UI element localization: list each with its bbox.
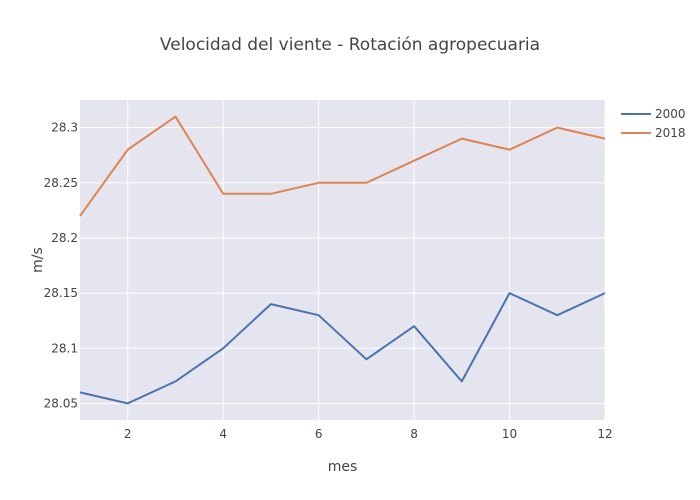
series-line-2018 xyxy=(79,115,606,217)
x-axis-title: mes xyxy=(328,459,358,475)
gridlines xyxy=(80,100,606,420)
y-tick-label: 28.05 xyxy=(44,396,78,410)
legend-item-2000[interactable]: 2000 xyxy=(621,107,686,121)
x-axis-ticks: 2 4 6 8 10 12 xyxy=(124,427,613,441)
y-tick-label: 28.15 xyxy=(44,286,78,300)
x-tick-label: 4 xyxy=(219,427,227,441)
x-tick-label: 6 xyxy=(315,427,323,441)
x-tick-label: 2 xyxy=(124,427,132,441)
series-line-2000 xyxy=(79,292,606,405)
y-axis-ticks: 28.05 28.1 28.15 28.2 28.25 28.3 xyxy=(44,121,78,411)
chart-title: Velocidad del viente - Rotación agropecu… xyxy=(160,35,540,55)
y-tick-label: 28.2 xyxy=(51,231,78,245)
y-tick-label: 28.25 xyxy=(44,176,78,190)
x-tick-label: 12 xyxy=(597,427,612,441)
y-tick-label: 28.1 xyxy=(51,341,78,355)
plot-area xyxy=(80,100,605,420)
series-lines xyxy=(79,115,606,405)
x-tick-label: 8 xyxy=(410,427,418,441)
y-tick-label: 28.3 xyxy=(51,121,78,135)
legend-item-2018[interactable]: 2018 xyxy=(621,126,686,140)
y-axis-title: m/s xyxy=(30,247,46,273)
legend[interactable]: 2000 2018 xyxy=(621,107,686,140)
x-tick-label: 10 xyxy=(502,427,517,441)
legend-label-2000: 2000 xyxy=(655,107,686,121)
legend-label-2018: 2018 xyxy=(655,126,686,140)
